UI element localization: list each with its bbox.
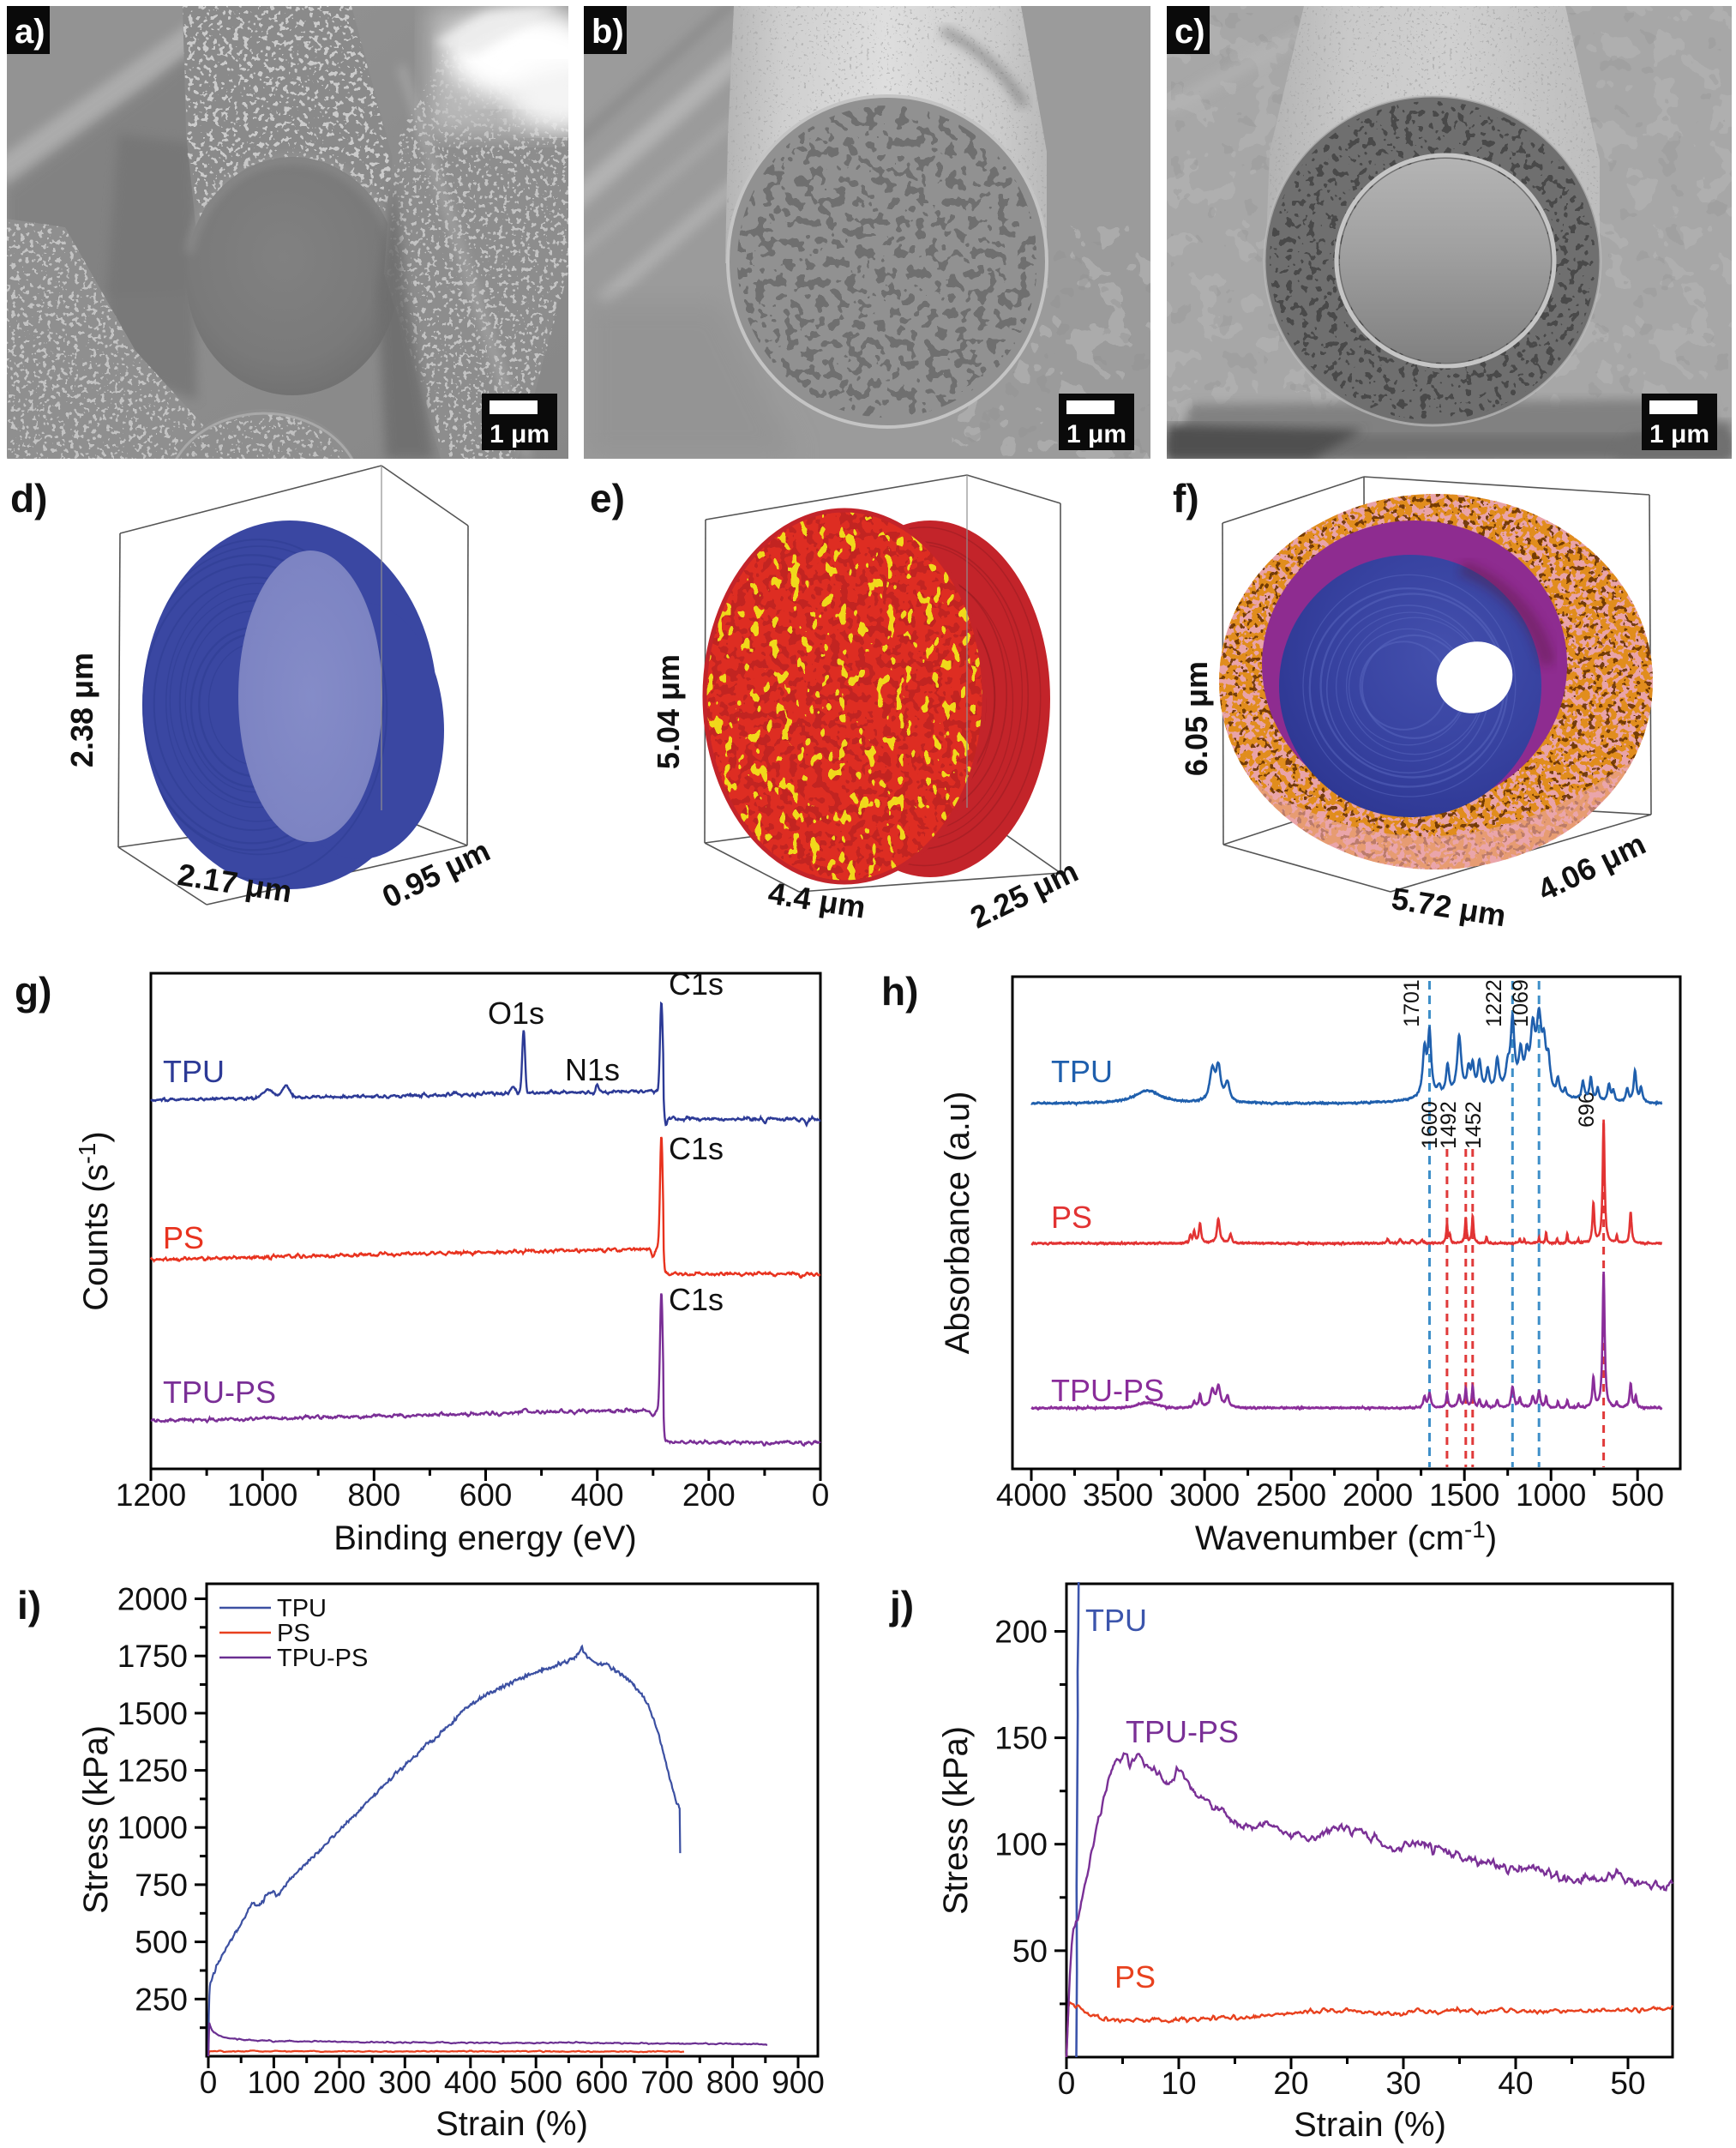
svg-text:1200: 1200	[116, 1477, 186, 1513]
svg-text:b): b)	[592, 13, 624, 51]
svg-text:500: 500	[135, 1925, 188, 1960]
svg-text:1500: 1500	[117, 1696, 188, 1731]
svg-text:O1s: O1s	[488, 996, 544, 1031]
svg-text:50: 50	[1610, 2066, 1645, 2101]
svg-text:TPU: TPU	[277, 1595, 327, 1622]
svg-text:i): i)	[17, 1583, 41, 1628]
svg-text:500: 500	[1611, 1477, 1664, 1513]
svg-text:TPU: TPU	[163, 1054, 225, 1089]
svg-text:500: 500	[509, 2065, 562, 2100]
svg-text:0: 0	[200, 2065, 218, 2100]
svg-text:PS: PS	[1051, 1200, 1092, 1235]
svg-text:1452: 1452	[1462, 1101, 1486, 1149]
svg-text:100: 100	[248, 2065, 301, 2100]
svg-text:Stress (kPa): Stress (kPa)	[77, 1725, 115, 1914]
svg-text:TPU-PS: TPU-PS	[1126, 1714, 1239, 1749]
svg-text:150: 150	[994, 1721, 1048, 1756]
svg-text:100: 100	[994, 1827, 1048, 1862]
svg-text:C1s: C1s	[669, 966, 724, 1002]
svg-text:TPU-PS: TPU-PS	[163, 1375, 276, 1410]
svg-text:800: 800	[706, 2065, 760, 2100]
svg-text:3500: 3500	[1083, 1477, 1153, 1513]
svg-text:1 μm: 1 μm	[490, 420, 550, 448]
svg-text:TPU: TPU	[1085, 1603, 1147, 1638]
svg-text:1222: 1222	[1482, 979, 1506, 1027]
svg-text:696: 696	[1575, 1092, 1599, 1128]
svg-text:a): a)	[15, 13, 45, 51]
svg-text:TPU-PS: TPU-PS	[1051, 1373, 1164, 1408]
svg-text:2000: 2000	[117, 1582, 188, 1617]
svg-text:c): c)	[1174, 13, 1205, 51]
svg-text:0: 0	[1058, 2066, 1076, 2101]
svg-text:700: 700	[640, 2065, 694, 2100]
svg-text:Strain (%): Strain (%)	[1294, 2106, 1446, 2144]
svg-text:1500: 1500	[1429, 1477, 1499, 1513]
svg-text:5.04 μm: 5.04 μm	[651, 654, 686, 769]
svg-text:400: 400	[444, 2065, 497, 2100]
svg-text:200: 200	[313, 2065, 366, 2100]
svg-text:g): g)	[15, 969, 51, 1014]
svg-text:Absorbance (a.u): Absorbance (a.u)	[939, 1092, 976, 1355]
svg-text:C1s: C1s	[669, 1282, 724, 1317]
svg-text:4000: 4000	[996, 1477, 1066, 1513]
svg-text:C1s: C1s	[669, 1131, 724, 1166]
svg-text:40: 40	[1498, 2066, 1533, 2101]
svg-text:PS: PS	[277, 1620, 310, 1647]
svg-text:d): d)	[10, 476, 47, 520]
svg-text:e): e)	[590, 476, 625, 520]
svg-text:2000: 2000	[1343, 1477, 1413, 1513]
svg-text:30: 30	[1385, 2066, 1421, 2101]
svg-text:2.38 μm: 2.38 μm	[64, 653, 99, 767]
svg-text:1 μm: 1 μm	[1649, 420, 1709, 448]
svg-text:Binding energy (eV): Binding energy (eV)	[333, 1519, 637, 1557]
svg-text:1000: 1000	[1516, 1477, 1586, 1513]
svg-text:50: 50	[1012, 1934, 1048, 1969]
svg-text:1750: 1750	[117, 1639, 188, 1674]
svg-text:3000: 3000	[1169, 1477, 1240, 1513]
svg-text:200: 200	[682, 1477, 736, 1513]
svg-text:1000: 1000	[227, 1477, 297, 1513]
svg-text:250: 250	[135, 1982, 188, 2017]
svg-text:1250: 1250	[117, 1754, 188, 1789]
svg-text:TPU: TPU	[1051, 1054, 1113, 1089]
svg-text:j): j)	[889, 1583, 914, 1628]
svg-text:300: 300	[378, 2065, 431, 2100]
svg-text:600: 600	[460, 1477, 513, 1513]
svg-text:10: 10	[1161, 2066, 1196, 2101]
svg-text:Stress (kPa): Stress (kPa)	[937, 1726, 975, 1915]
svg-text:PS: PS	[1114, 1959, 1156, 1995]
svg-text:f): f)	[1173, 476, 1199, 520]
svg-text:Wavenumber (cm-1): Wavenumber (cm-1)	[1195, 1516, 1497, 1557]
svg-text:0: 0	[812, 1477, 830, 1513]
svg-text:N1s: N1s	[565, 1052, 620, 1087]
svg-text:20: 20	[1273, 2066, 1308, 2101]
svg-text:1701: 1701	[1400, 979, 1424, 1027]
svg-text:1492: 1492	[1437, 1101, 1461, 1149]
svg-text:1 μm: 1 μm	[1066, 420, 1126, 448]
svg-text:TPU-PS: TPU-PS	[277, 1645, 368, 1672]
svg-text:Counts (s-1): Counts (s-1)	[74, 1131, 115, 1310]
svg-text:750: 750	[135, 1868, 188, 1903]
svg-text:h): h)	[881, 969, 918, 1014]
svg-text:800: 800	[347, 1477, 400, 1513]
svg-text:6.05 μm: 6.05 μm	[1179, 661, 1214, 776]
svg-text:1600: 1600	[1418, 1101, 1442, 1149]
svg-text:600: 600	[575, 2065, 628, 2100]
svg-text:200: 200	[994, 1615, 1048, 1650]
svg-text:PS: PS	[163, 1220, 204, 1255]
svg-text:400: 400	[571, 1477, 624, 1513]
svg-text:Strain (%): Strain (%)	[436, 2105, 588, 2143]
svg-text:900: 900	[772, 2065, 825, 2100]
svg-text:1000: 1000	[117, 1810, 188, 1845]
svg-text:2500: 2500	[1256, 1477, 1326, 1513]
